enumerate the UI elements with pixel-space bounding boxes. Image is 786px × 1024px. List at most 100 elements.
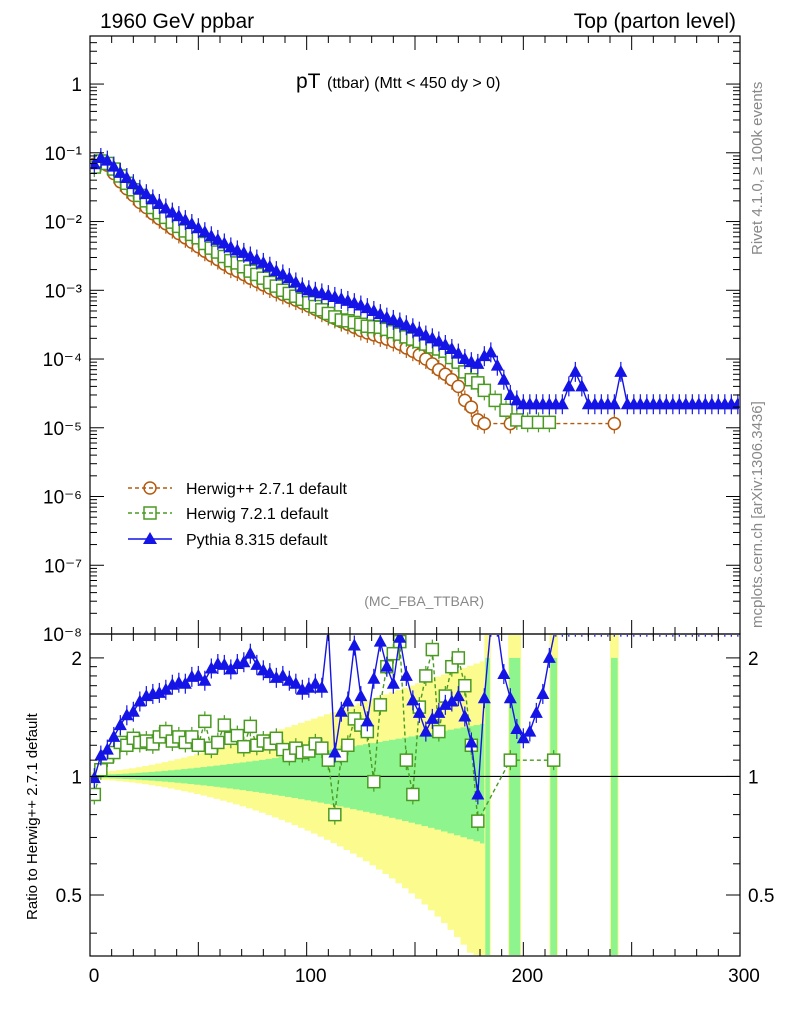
data-point-circle — [477, 416, 492, 431]
data-point-triangle — [152, 196, 166, 209]
data-point-square — [488, 393, 502, 408]
data-point-triangle — [360, 714, 374, 727]
data-point-triangle — [217, 657, 231, 670]
legend-marker-circle — [143, 481, 157, 495]
uncertainty-band-green — [447, 729, 455, 834]
data-point-triangle — [451, 346, 465, 359]
data-point-triangle — [159, 682, 173, 695]
data-point-triangle — [250, 252, 264, 265]
data-point-triangle — [542, 650, 556, 663]
data-point-square — [315, 741, 329, 755]
uncertainty-band-green — [402, 737, 409, 822]
analysis-label: (MC_FBA_TTBAR) — [364, 593, 484, 609]
uncertainty-band-green — [350, 746, 357, 810]
plot-title: pT — [296, 70, 321, 93]
data-point-triangle — [263, 666, 277, 679]
data-point-triangle — [217, 236, 231, 249]
data-point-triangle — [627, 620, 640, 632]
data-point-square — [542, 415, 557, 430]
data-point-triangle — [718, 620, 731, 632]
data-point-square — [419, 669, 433, 683]
ratio-xtick-label: 300 — [728, 966, 760, 987]
data-point-triangle — [601, 620, 614, 632]
main-ytick-label: 1 — [71, 75, 82, 96]
data-point-triangle — [159, 201, 173, 214]
data-point-triangle — [555, 397, 569, 410]
uncertainty-band-green — [480, 723, 487, 844]
data-point-triangle — [510, 721, 524, 734]
uncertainty-band-green — [467, 726, 474, 840]
ratio-xtick-label: 0 — [89, 966, 100, 987]
uncertainty-band-green — [611, 657, 618, 955]
uncertainty-band-green — [389, 739, 396, 818]
data-point-triangle — [458, 352, 472, 365]
data-point-triangle — [562, 379, 576, 392]
data-point-circle — [464, 400, 479, 414]
data-point-square — [399, 753, 414, 767]
uncertainty-band-green — [330, 749, 338, 806]
data-point-triangle — [107, 159, 121, 172]
data-point-square — [477, 383, 492, 398]
data-point-square — [471, 814, 485, 828]
uncertainty-band-green — [550, 657, 557, 955]
data-point-triangle — [607, 397, 621, 410]
uncertainty-band-green — [415, 735, 422, 825]
data-point-triangle — [133, 694, 147, 707]
data-point-triangle — [373, 635, 387, 647]
data-point-triangle — [536, 686, 550, 699]
data-point-triangle — [367, 671, 381, 684]
data-point-triangle — [471, 356, 485, 369]
data-point-triangle — [399, 668, 413, 681]
data-point-square — [503, 753, 518, 767]
data-point-triangle — [575, 379, 589, 392]
data-point-triangle — [432, 334, 446, 347]
data-point-triangle — [614, 620, 627, 632]
data-point-triangle — [575, 620, 588, 632]
data-point-triangle — [308, 676, 322, 689]
ratio-ylabel: Ratio to Herwig++ 2.7.1 default — [24, 712, 41, 920]
data-point-triangle — [445, 694, 459, 707]
data-point-triangle — [256, 255, 270, 268]
data-point-triangle — [705, 620, 718, 632]
data-point-square — [211, 735, 225, 750]
data-point-triangle — [198, 673, 212, 686]
data-point-triangle — [614, 364, 628, 377]
data-point-triangle — [113, 718, 127, 731]
uncertainty-band-green — [421, 734, 429, 827]
main-plot-panel: 1 10⁻¹ 10⁻² 10⁻³ 10⁻⁴ 10⁻⁵ 10⁻⁶ 10⁻⁷ 10⁻⁸ pT (tt… — [43, 35, 741, 646]
data-point-triangle — [471, 787, 485, 800]
data-point-triangle — [731, 620, 744, 632]
data-point-triangle — [406, 321, 420, 334]
data-point-triangle — [725, 620, 738, 632]
data-point-square — [230, 728, 245, 743]
data-point-triangle — [634, 620, 647, 632]
data-point-triangle — [529, 705, 543, 718]
data-point-square — [373, 698, 388, 712]
data-point-triangle — [185, 217, 199, 230]
ratio-xtick-label: 200 — [511, 966, 543, 987]
data-point-circle — [451, 379, 466, 394]
uncertainty-band-green — [408, 736, 416, 823]
data-point-triangle — [263, 259, 277, 272]
data-point-triangle — [464, 735, 478, 748]
data-point-triangle — [568, 364, 582, 377]
data-point-triangle — [640, 620, 653, 632]
data-point-triangle — [445, 341, 459, 354]
data-point-triangle — [276, 668, 290, 681]
uncertainty-band-green — [460, 727, 468, 838]
data-point-triangle — [419, 724, 433, 737]
data-point-circle — [607, 416, 622, 431]
data-point-triangle — [139, 187, 153, 200]
data-point-triangle — [484, 620, 497, 632]
data-point-triangle — [224, 662, 238, 675]
data-point-triangle — [503, 387, 517, 400]
data-point-triangle — [380, 659, 394, 672]
uncertainty-band-green — [382, 740, 390, 817]
data-point-triangle — [302, 680, 316, 693]
data-point-triangle — [198, 225, 212, 238]
data-point-triangle — [334, 704, 348, 717]
main-ytick-label: 10⁻⁸ — [43, 625, 82, 646]
data-point-triangle — [666, 620, 679, 632]
data-point-triangle — [549, 620, 562, 632]
data-point-triangle — [178, 676, 192, 689]
